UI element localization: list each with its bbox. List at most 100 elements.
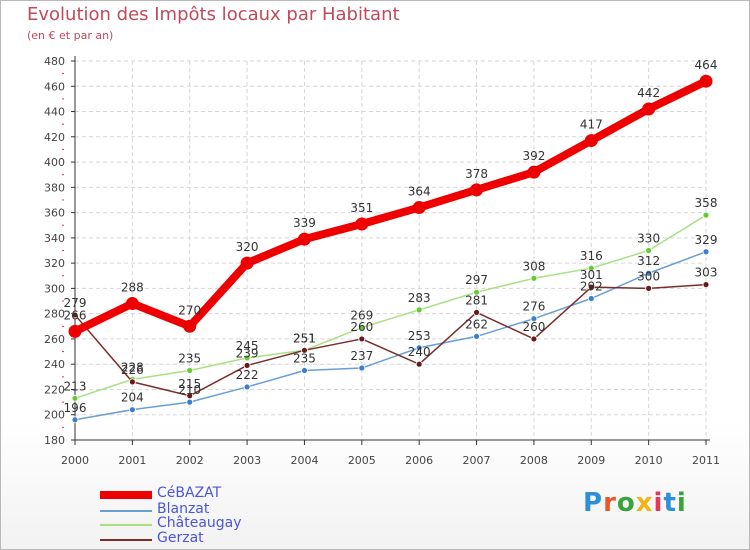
data-label-blanzat: 292	[580, 280, 603, 294]
data-label-cebazat: 464	[695, 58, 718, 72]
y-tick-label: 300	[44, 282, 65, 295]
y-tick-label: 220	[44, 383, 65, 396]
data-label-blanzat: 204	[121, 391, 144, 405]
y-tick-label: 200	[44, 409, 65, 422]
data-point-blanzat	[186, 398, 194, 406]
logo-letter: r	[603, 488, 617, 518]
legend-swatch-chateaugay	[100, 524, 152, 526]
data-label-cebazat: 392	[522, 149, 545, 163]
data-point-chateaugay	[587, 264, 595, 272]
data-point-gerzat	[645, 284, 653, 292]
data-point-gerzat	[243, 362, 251, 369]
data-point-blanzat	[702, 248, 710, 256]
data-label-chateaugay: 213	[64, 379, 87, 393]
data-point-cebazat	[297, 232, 311, 246]
data-label-gerzat: 240	[408, 345, 431, 359]
data-point-gerzat	[71, 311, 79, 319]
y-tick-label: 180	[44, 434, 65, 447]
logo-letter: x	[635, 488, 654, 518]
logo-letter: t	[663, 488, 677, 518]
data-point-chateaugay	[702, 211, 710, 219]
data-label-gerzat: 279	[64, 296, 87, 310]
data-label-chateaugay: 245	[236, 339, 259, 353]
data-point-blanzat	[301, 367, 308, 374]
data-label-cebazat: 378	[465, 167, 488, 181]
grid	[75, 60, 707, 440]
legend-swatch-cebazat	[100, 491, 152, 499]
data-point-gerzat	[530, 335, 538, 343]
y-tick-label: 460	[44, 80, 65, 93]
y-tick-label: 280	[44, 308, 65, 321]
series-line-chateaugay	[74, 214, 707, 400]
data-point-cebazat	[642, 102, 656, 116]
data-point-chateaugay	[645, 247, 653, 254]
data-label-blanzat: 276	[522, 300, 545, 314]
data-point-cebazat	[183, 319, 197, 333]
series	[68, 74, 713, 424]
y-tick-label: 440	[44, 106, 65, 119]
logo-letter: P	[583, 488, 604, 518]
data-label-blanzat: 262	[465, 317, 488, 331]
x-tick-label: 2008	[520, 454, 548, 467]
data-point-gerzat	[415, 360, 423, 368]
data-point-chateaugay	[243, 354, 251, 362]
data-point-gerzat	[301, 346, 308, 354]
data-label-chateaugay: 316	[580, 249, 603, 263]
data-point-blanzat	[415, 344, 423, 352]
data-label-gerzat: 251	[293, 331, 316, 345]
data-label-blanzat: 222	[236, 368, 259, 382]
data-labels: 196 204 210 222 235 237 253 262 276 292 312 329 213 2…	[64, 58, 718, 415]
data-point-blanzat	[587, 295, 595, 302]
data-label-gerzat: 303	[695, 266, 718, 280]
data-label-gerzat: 226	[121, 363, 144, 377]
x-tick-label: 2001	[118, 454, 146, 467]
y-tick-label: 480	[44, 55, 65, 68]
x-tick-label: 2006	[405, 454, 433, 467]
data-label-cebazat: 270	[178, 303, 201, 317]
y-tick-label: 340	[44, 232, 65, 245]
data-point-gerzat	[186, 392, 194, 400]
legend-label-gerzat: Gerzat	[157, 530, 204, 546]
proxiti-logo: Proxiti	[583, 488, 687, 518]
data-label-gerzat: 260	[522, 320, 545, 334]
data-point-cebazat	[470, 183, 484, 197]
x-tick-label: 2000	[61, 454, 89, 467]
x-tick-label: 2009	[577, 454, 605, 467]
data-label-blanzat: 312	[637, 254, 660, 268]
legend-label-cebazat: CéBAZAT	[157, 485, 222, 501]
data-label-chateaugay: 283	[408, 291, 431, 305]
legend-label-chateaugay: Châteaugay	[157, 515, 242, 531]
data-label-chateaugay: 358	[695, 196, 718, 210]
y-tick-label: 260	[44, 333, 65, 346]
y-tick-label: 360	[44, 207, 65, 220]
y-tick-label: 240	[44, 358, 65, 371]
data-label-cebazat: 339	[293, 216, 316, 230]
data-point-cebazat	[699, 74, 713, 88]
legend-label-blanzat: Blanzat	[157, 501, 210, 517]
data-label-chateaugay: 297	[465, 273, 488, 287]
x-tick-label: 2007	[463, 454, 491, 467]
data-label-chateaugay: 251	[293, 331, 316, 345]
data-label-blanzat: 196	[64, 401, 87, 415]
y-tick-label: 380	[44, 181, 65, 194]
data-point-cebazat	[412, 201, 426, 215]
data-label-cebazat: 320	[236, 240, 259, 254]
data-point-cebazat	[584, 134, 598, 148]
x-tick-label: 2002	[176, 454, 204, 467]
data-point-blanzat	[473, 333, 480, 340]
data-point-blanzat	[71, 416, 79, 424]
y-tick-label: 420	[44, 131, 65, 144]
data-label-gerzat: 300	[637, 269, 660, 283]
data-label-blanzat: 329	[695, 233, 718, 247]
series-line-blanzat	[74, 251, 707, 421]
series-line-cebazat	[71, 77, 710, 336]
data-label-cebazat: 288	[121, 281, 144, 295]
chart-subtitle: (en € et par an)	[27, 29, 114, 42]
data-label-cebazat: 417	[580, 118, 603, 132]
data-label-gerzat: 215	[178, 377, 201, 391]
data-point-chateaugay	[415, 306, 423, 314]
data-point-cebazat	[355, 217, 369, 231]
data-point-blanzat	[358, 364, 366, 372]
